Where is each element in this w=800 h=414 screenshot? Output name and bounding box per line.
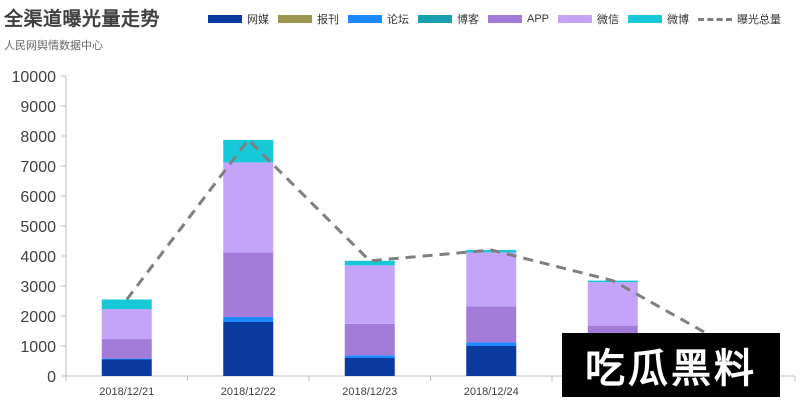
legend-item: 微博 bbox=[628, 11, 689, 27]
y-tick-label: 4000 bbox=[20, 249, 56, 266]
bar-segment bbox=[466, 342, 517, 346]
bar-segment bbox=[223, 252, 274, 317]
legend-swatch bbox=[278, 15, 312, 23]
y-tick-label: 0 bbox=[47, 369, 56, 386]
bar-segment bbox=[344, 358, 395, 376]
x-tick-label: 2018/12/24 bbox=[464, 386, 519, 398]
legend-swatch bbox=[208, 15, 242, 23]
legend-label: 博客 bbox=[457, 14, 479, 26]
bar-segment bbox=[101, 299, 152, 310]
legend-item: APP bbox=[488, 13, 549, 25]
x-tick-label: 2018/12/21 bbox=[99, 386, 154, 398]
legend-label: 网媒 bbox=[247, 14, 269, 26]
y-tick-label: 2000 bbox=[20, 309, 56, 326]
bar-segment bbox=[101, 309, 152, 340]
bar-segment bbox=[223, 316, 274, 322]
bar-segment bbox=[466, 346, 517, 376]
legend-label: APP bbox=[527, 13, 550, 25]
legend-swatch bbox=[488, 15, 522, 23]
legend-label: 微博 bbox=[667, 14, 690, 26]
legend-label: 论坛 bbox=[387, 14, 409, 26]
y-tick-label: 7000 bbox=[20, 159, 56, 176]
bar-segment bbox=[466, 252, 517, 307]
y-tick-label: 5000 bbox=[20, 219, 56, 236]
legend-item: 微信 bbox=[558, 11, 619, 27]
watermark-banner: 吃瓜黑料 bbox=[562, 333, 780, 397]
legend-item: 曝光总量 bbox=[698, 11, 781, 27]
y-tick-label: 10000 bbox=[12, 69, 57, 86]
legend-item: 网媒 bbox=[208, 11, 269, 27]
bar-segment bbox=[101, 359, 152, 376]
legend-label: 报刊 bbox=[317, 14, 339, 26]
total-exposure-line bbox=[125, 137, 735, 351]
y-tick-label: 8000 bbox=[20, 129, 56, 146]
x-tick-label: 2018/12/22 bbox=[221, 386, 276, 398]
legend-item: 博客 bbox=[418, 11, 479, 27]
legend-item: 报刊 bbox=[278, 11, 339, 27]
y-tick-label: 3000 bbox=[20, 279, 56, 296]
legend-swatch bbox=[628, 15, 663, 23]
bar-segment bbox=[587, 282, 638, 326]
y-tick-label: 6000 bbox=[20, 189, 56, 206]
bar-segment bbox=[223, 162, 274, 253]
legend-swatch bbox=[558, 15, 593, 23]
legend-item: 论坛 bbox=[348, 11, 409, 27]
y-tick-label: 9000 bbox=[20, 99, 56, 116]
legend-label: 曝光总量 bbox=[737, 14, 782, 26]
legend-label: 微信 bbox=[597, 14, 620, 26]
bar-segment bbox=[344, 265, 395, 324]
chart-title: 全渠道曝光量走势 bbox=[4, 9, 161, 30]
bar-segment bbox=[344, 355, 395, 358]
legend-swatch bbox=[348, 15, 382, 23]
x-tick-label: 2018/12/23 bbox=[342, 386, 397, 398]
bar-segment bbox=[101, 358, 152, 360]
chart-legend: 网媒 报刊 论坛 博客 APP 微信 微博 曝光总量 bbox=[208, 11, 790, 27]
chart-subtitle: 人民网舆情数据中心 bbox=[4, 40, 103, 52]
bar-segment bbox=[101, 339, 152, 359]
bar-segment bbox=[344, 323, 395, 356]
legend-swatch bbox=[418, 15, 452, 23]
y-tick-label: 1000 bbox=[20, 339, 56, 356]
bar-segment bbox=[344, 260, 395, 266]
bar-segment bbox=[466, 306, 517, 343]
bar-segment bbox=[223, 322, 274, 376]
legend-dash-swatch bbox=[698, 17, 733, 21]
